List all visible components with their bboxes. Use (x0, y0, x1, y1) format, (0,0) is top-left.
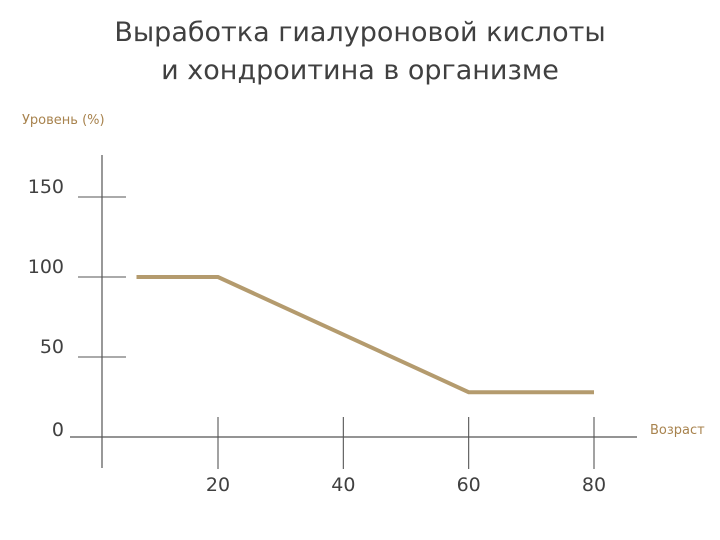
x-tick-label-60: 60 (457, 474, 481, 496)
chart-title: Выработка гиалуроновой кислоты и хондрои… (0, 14, 720, 90)
x-axis-label: Возраст (650, 423, 705, 438)
series-line-0 (136, 275, 594, 395)
y-tick-label-150: 150 (28, 176, 64, 198)
x-tick-label-40: 40 (331, 474, 355, 496)
y-tick-label-0: 0 (52, 419, 64, 441)
x-tick-label-80: 80 (582, 474, 606, 496)
y-axis-label: Уровень (%) (22, 113, 105, 128)
x-tick-label-20: 20 (206, 474, 230, 496)
chart-title-line-1: Выработка гиалуроновой кислоты (114, 17, 606, 48)
chart-title-line-2: и хондроитина в организме (161, 55, 559, 86)
y-tick-label-100: 100 (28, 256, 64, 278)
y-tick-label-50: 50 (40, 336, 64, 358)
